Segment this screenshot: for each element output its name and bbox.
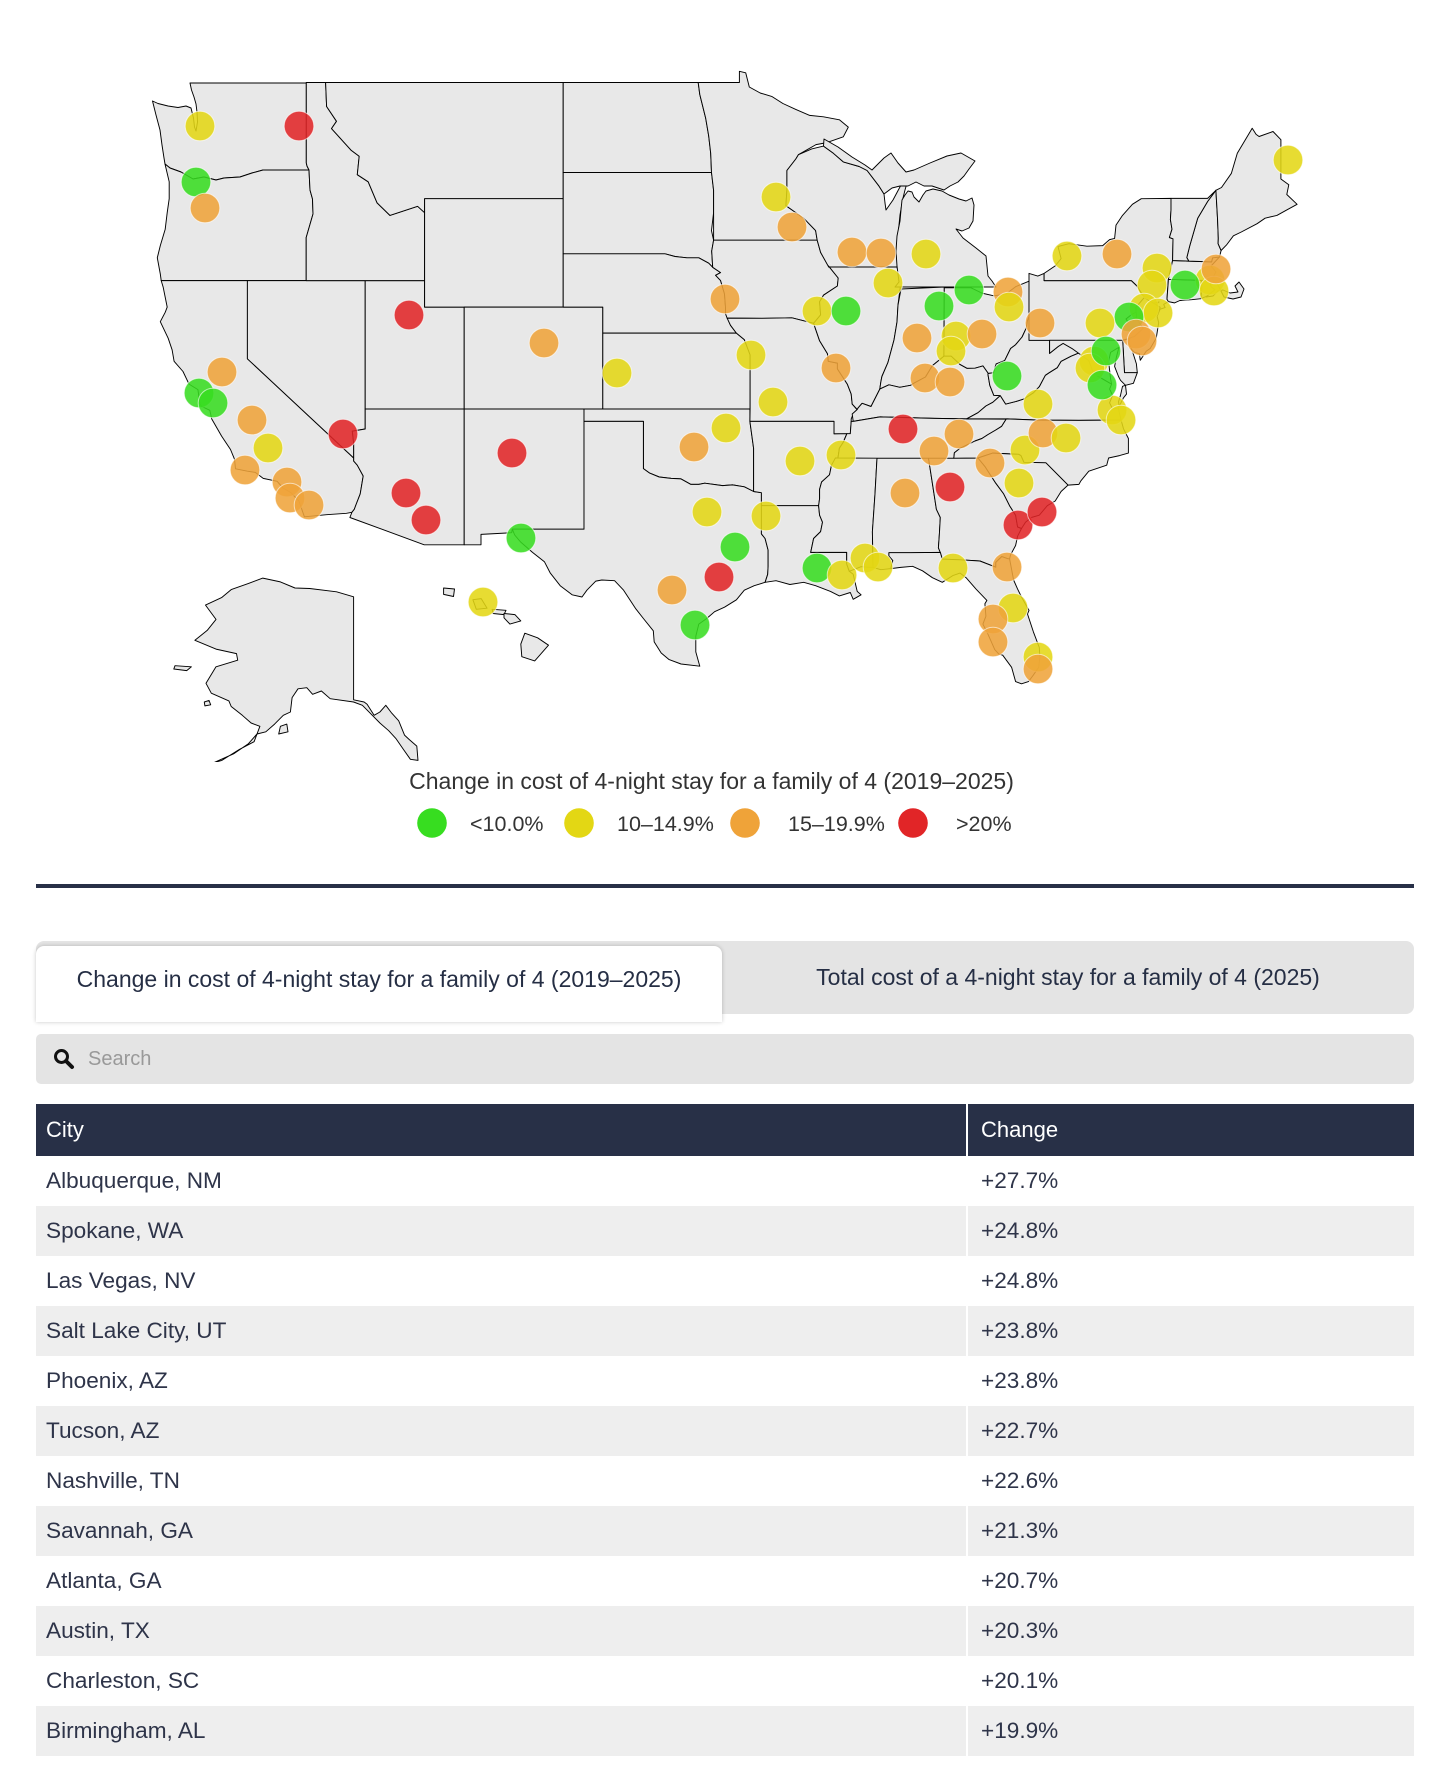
svg-text:10–14.9%: 10–14.9% <box>617 812 714 836</box>
svg-text:>20%: >20% <box>956 812 1012 836</box>
svg-text:15–19.9%: 15–19.9% <box>788 812 885 836</box>
svg-text:<10.0%: <10.0% <box>470 812 544 836</box>
